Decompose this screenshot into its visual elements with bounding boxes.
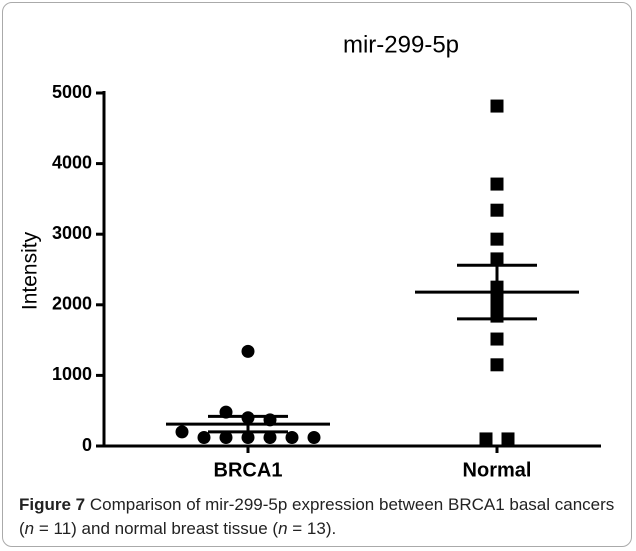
y-tick-label: 1000 xyxy=(52,364,92,384)
data-point xyxy=(479,432,493,446)
data-point xyxy=(490,232,504,246)
data-point xyxy=(307,431,321,445)
caption-text: n xyxy=(278,519,288,538)
y-axis-label: Intensity xyxy=(19,231,42,310)
figure-frame: mir-299-5p Intensity 0 1000 2000 3000 4000 50… xyxy=(2,2,632,547)
chart-title: mir-299-5p xyxy=(343,31,459,58)
data-point xyxy=(490,203,504,217)
data-point xyxy=(197,431,211,445)
caption-text: n xyxy=(24,519,35,538)
y-tick-label: 3000 xyxy=(52,223,92,243)
caption-text: Comparison of mir-299-5p expression betw… xyxy=(19,495,615,538)
data-point xyxy=(490,332,504,346)
y-tick-label: 0 xyxy=(82,435,92,455)
data-point xyxy=(219,431,233,445)
y-tick-label: 2000 xyxy=(52,294,92,314)
data-point xyxy=(263,431,277,445)
data-point xyxy=(490,252,504,266)
y-tick-label: 5000 xyxy=(52,82,92,102)
x-tick-label: Normal xyxy=(463,459,532,481)
data-point xyxy=(175,425,189,439)
chart: mir-299-5p Intensity 0 1000 2000 3000 4000 50… xyxy=(19,31,601,481)
data-point xyxy=(285,431,299,445)
caption-label: Figure 7 xyxy=(19,495,86,514)
data-point xyxy=(241,431,255,445)
data-point xyxy=(490,99,504,113)
caption-text: = 13). xyxy=(287,519,337,538)
data-point xyxy=(490,177,504,191)
data-point xyxy=(501,432,515,446)
data-point xyxy=(241,344,255,358)
y-tick-label: 4000 xyxy=(52,152,92,172)
caption: Figure 7 Comparison of mir-299-5p expres… xyxy=(19,493,629,541)
data-point xyxy=(490,358,504,372)
x-tick-label: BRCA1 xyxy=(214,459,283,481)
caption-text: = 11) and normal breast tissue ( xyxy=(34,519,279,538)
